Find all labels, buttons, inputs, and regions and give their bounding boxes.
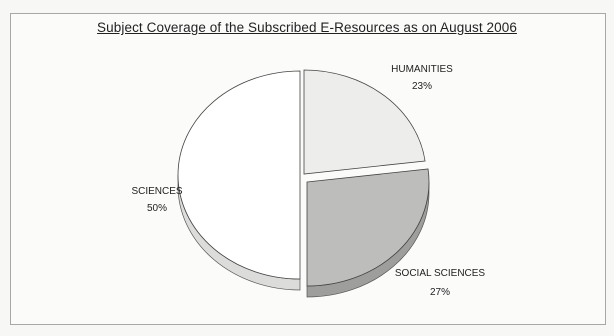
slice-value-sciences: 50% bbox=[147, 203, 167, 214]
slice-value-humanities: 23% bbox=[412, 81, 432, 92]
slice-value-social-sciences: 27% bbox=[430, 287, 450, 298]
slice-humanities bbox=[303, 69, 426, 175]
chart-title: Subject Coverage of the Subscribed E-Res… bbox=[97, 20, 517, 35]
slice-label-social-sciences: SOCIAL SCIENCES bbox=[395, 268, 486, 279]
pie-top-layer bbox=[177, 69, 430, 287]
slice-label-sciences: SCIENCES bbox=[131, 186, 182, 197]
pie-labels: HUMANITIES 23% SOCIAL SCIENCES 27% SCIEN… bbox=[131, 64, 485, 298]
slice-social-sciences bbox=[306, 168, 430, 287]
slice-sciences bbox=[177, 70, 301, 280]
slice-label-humanities: HUMANITIES bbox=[391, 64, 453, 75]
